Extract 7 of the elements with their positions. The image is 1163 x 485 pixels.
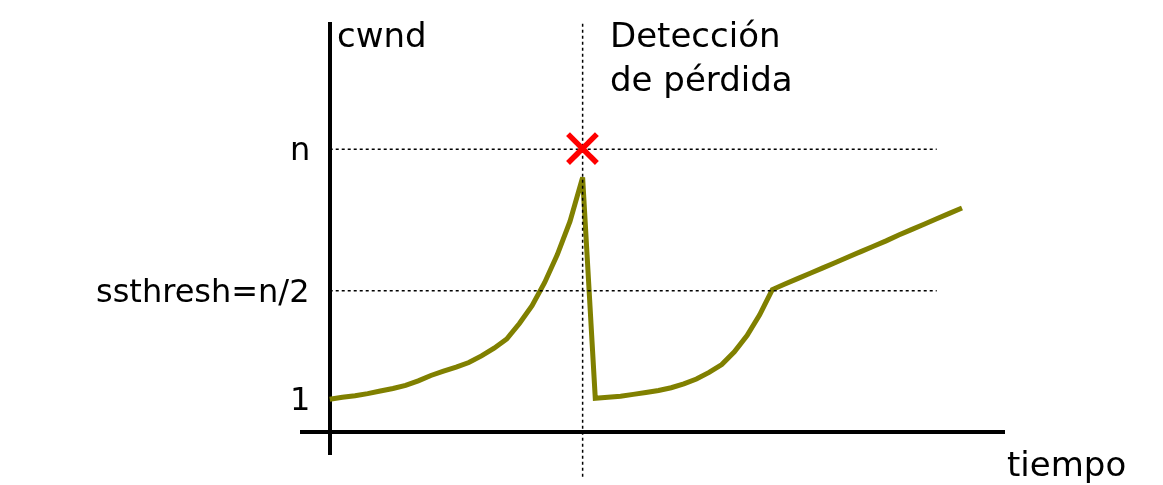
text: Detección de pérdida <box>610 15 793 100</box>
x-axis-title: tiempo <box>1007 444 1127 484</box>
ref-line-label: n <box>290 130 311 168</box>
annotation: ✕ <box>559 117 606 182</box>
text: 1 <box>290 380 311 418</box>
ref-line-label: ssthresh=n/2 <box>96 272 310 310</box>
y-axis-title: cwnd <box>337 15 427 55</box>
